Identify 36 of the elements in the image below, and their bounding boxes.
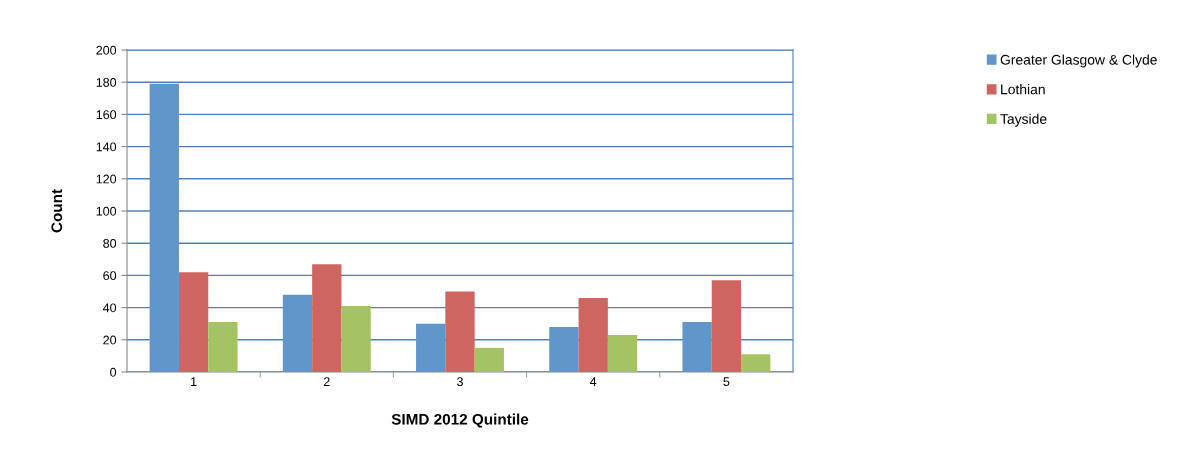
legend-label: Greater Glasgow & Clyde <box>1000 54 1157 68</box>
y-tick-label: 80 <box>103 239 117 248</box>
y-tick-label: 100 <box>96 206 117 216</box>
bar <box>312 264 342 372</box>
legend-label: Lothian <box>1001 84 1045 95</box>
bar <box>282 294 313 372</box>
y-tick-label: 120 <box>96 174 117 184</box>
y-tick-label: 0 <box>110 367 117 377</box>
y-tick-label: 160 <box>96 110 117 120</box>
x-tick-label: 1 <box>191 377 197 386</box>
y-tick-label: 180 <box>96 78 117 87</box>
x-tick-label: 4 <box>590 377 597 386</box>
bar <box>341 305 371 372</box>
legend-label: Tayside <box>1000 113 1047 127</box>
bar <box>178 272 209 372</box>
y-tick-label: 60 <box>103 271 117 281</box>
x-tick-label: 2 <box>323 377 330 386</box>
y-tick-label: 40 <box>102 303 117 313</box>
y-tick-label: 20 <box>103 335 117 345</box>
bar <box>711 280 742 372</box>
y-tick-label: 200 <box>96 45 117 55</box>
bar <box>474 347 504 372</box>
bar <box>416 323 446 372</box>
bar <box>549 326 579 372</box>
x-axis-title: SIMD 2012 Quintile <box>391 413 529 428</box>
bar <box>578 297 608 372</box>
x-tick-label: 5 <box>723 377 730 387</box>
y-tick-label: 140 <box>96 142 117 152</box>
bar <box>741 354 771 372</box>
bar <box>208 322 238 372</box>
bar <box>149 83 179 372</box>
bar <box>607 334 638 372</box>
bar <box>445 291 475 372</box>
x-tick-label: 3 <box>457 377 463 387</box>
y-axis-title: Count <box>51 189 63 233</box>
bar <box>682 322 712 372</box>
